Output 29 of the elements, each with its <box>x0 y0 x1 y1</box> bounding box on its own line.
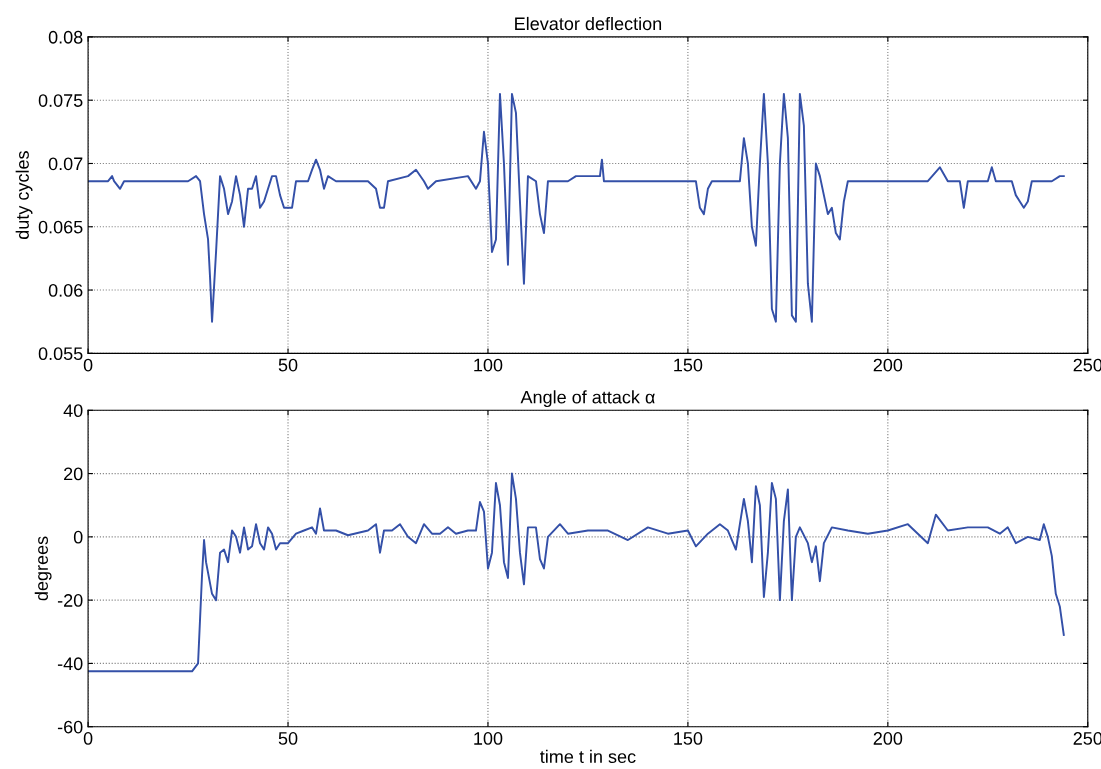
x-axis-title: time t in sec <box>540 749 636 764</box>
y-tick-label: 0.06 <box>48 283 83 297</box>
y-tick-label: 0.065 <box>38 220 83 234</box>
x-tick-label: 100 <box>474 358 503 372</box>
y-tick-label: -20 <box>57 594 83 607</box>
x-tick-label: 50 <box>278 358 298 372</box>
x-tick-label: 200 <box>873 732 903 745</box>
y-tick-label: 40 <box>63 404 83 418</box>
chart-title: Elevator deflection <box>515 16 662 31</box>
x-tick-label: 50 <box>278 732 298 745</box>
y-tick-label: 20 <box>64 467 83 481</box>
x-tick-label: 150 <box>674 358 703 372</box>
x-tick-label: 0 <box>83 358 93 372</box>
y-tick-label: 0.08 <box>48 30 83 44</box>
x-tick-label: 100 <box>474 732 503 745</box>
y-axis-title: duty cycles <box>15 151 33 240</box>
x-tick-label: 150 <box>674 732 703 745</box>
y-axis-title: degrees <box>34 536 52 601</box>
y-tick-label: 0.075 <box>38 94 83 107</box>
chart-title: Angle of attack α <box>520 390 655 408</box>
y-tick-label: -60 <box>57 720 83 734</box>
line-series <box>88 92 1065 323</box>
y-tick-label: 0 <box>73 530 83 544</box>
y-tick-label: -40 <box>57 657 83 671</box>
x-tick-label: 0 <box>83 732 93 745</box>
y-tick-label: 0.055 <box>38 347 83 361</box>
x-tick-label: 200 <box>873 358 903 372</box>
y-tick-label: 0.07 <box>48 157 83 171</box>
line-series <box>88 472 1065 673</box>
